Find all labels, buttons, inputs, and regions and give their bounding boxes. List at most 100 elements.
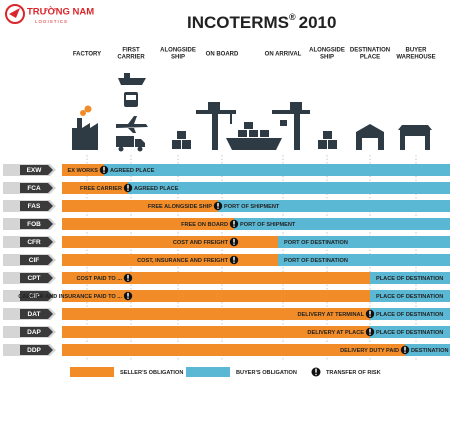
code-box xyxy=(20,201,53,211)
code: EXW xyxy=(27,167,43,174)
risk-mark xyxy=(233,261,235,263)
seller-segment xyxy=(62,236,278,248)
crane-icon xyxy=(196,110,236,150)
risk-mark xyxy=(103,166,105,171)
ship-icon xyxy=(124,73,130,78)
column-header: ALONGSIDE xyxy=(160,48,196,54)
wheel xyxy=(137,146,143,152)
risk-mark xyxy=(127,292,129,297)
code-box xyxy=(20,219,53,229)
code-box xyxy=(20,165,53,175)
buyer-text: PORT OF DESTINATION xyxy=(284,240,348,246)
seller-text: EX WORKS xyxy=(68,168,99,174)
seller-text: FREE ALONGSIDE SHIP xyxy=(148,204,212,210)
warehouse-door xyxy=(362,138,378,150)
legend-swatch-seller xyxy=(70,367,114,377)
column-header: DESTINATION xyxy=(350,48,390,54)
crane-icon xyxy=(208,102,220,110)
code: CPT xyxy=(28,275,41,282)
legend-risk: TRANSFER OF RISK xyxy=(326,370,381,376)
column-header: FIRST xyxy=(122,48,140,54)
seller-text: FREE CARRIER xyxy=(80,186,122,192)
factory-icon xyxy=(72,118,98,150)
seller-text: DELIVERY AT PLACE xyxy=(307,330,364,336)
container xyxy=(244,122,253,129)
seller-text: COST, INSURANCE AND FREIGHT xyxy=(137,258,228,264)
truck-icon xyxy=(135,139,145,147)
column-header: ON ARRIVAL xyxy=(265,52,302,58)
truck-icon xyxy=(116,136,134,147)
legend: SELLER'S OBLIGATION BUYER'S OBLIGATION T… xyxy=(70,367,381,377)
train-window xyxy=(126,95,136,100)
risk-mark xyxy=(103,171,105,173)
code-box xyxy=(20,183,53,193)
buyer-text: AGREED PLACE xyxy=(110,168,155,174)
code-box xyxy=(20,237,53,247)
code: DDP xyxy=(27,347,41,354)
code-box xyxy=(20,309,53,319)
wheel xyxy=(118,146,124,152)
seller-segment xyxy=(62,164,104,176)
buyer-text: PORT OF SHIPMENT xyxy=(224,204,280,210)
incoterm-row: CPT COST PAID TO ... PLACE OF DESTINATION xyxy=(3,272,450,284)
legend-buyer: BUYER'S OBLIGATION xyxy=(236,370,297,376)
risk-mark xyxy=(233,220,235,225)
container xyxy=(280,120,287,126)
buyer-text: PLACE OF DESTINATION xyxy=(376,294,443,300)
code: FCA xyxy=(27,185,41,192)
seller-segment xyxy=(62,272,370,284)
code: DAT xyxy=(28,311,41,318)
column-header: PLACE xyxy=(360,55,380,61)
column-header: FACTORY xyxy=(73,52,101,58)
buyer-text: PLACE OF DESTINATION xyxy=(376,330,443,336)
column-header: SHIP xyxy=(320,55,334,61)
column-header: BUYER xyxy=(405,48,427,54)
risk-mark xyxy=(127,279,129,281)
buyer-text: DESTINATION xyxy=(411,348,449,354)
incoterm-row: CIF COST, INSURANCE AND FREIGHT PORT OF DE… xyxy=(3,254,450,266)
title-mark: ® xyxy=(289,12,296,22)
smoke xyxy=(80,110,86,116)
box-icon xyxy=(182,140,191,149)
risk-mark xyxy=(233,225,235,227)
risk-mark xyxy=(217,207,219,209)
logo-icon xyxy=(5,4,25,24)
rows: EXW EX WORKS AGREED PLACE FCA FREE CARRIER AG… xyxy=(3,164,450,356)
seller-text: DELIVERY AT TERMINAL xyxy=(297,312,364,318)
incoterm-row: DAT DELIVERY AT TERMINAL PLACE OF DESTINAT… xyxy=(3,308,450,320)
column-header: ALONGSIDE xyxy=(309,48,345,54)
risk-mark xyxy=(404,346,406,351)
code-box xyxy=(20,273,53,283)
code-box xyxy=(20,255,53,265)
plane-icon xyxy=(116,116,148,133)
buyer-text: PLACE OF DESTINATION xyxy=(376,276,443,282)
code: FOB xyxy=(27,221,41,228)
container xyxy=(249,130,258,137)
title-text: INCOTERMS xyxy=(187,13,289,32)
incoterm-row: CFR COST AND FREIGHT PORT OF DESTINATION xyxy=(3,236,450,248)
seller-text: FREE ON BOARD xyxy=(181,222,228,228)
buyer-segment xyxy=(62,164,450,176)
title: INCOTERMS® 2010 xyxy=(187,12,336,32)
incoterm-row: DAP DELIVERY AT PLACE PLACE OF DESTINATION xyxy=(3,326,450,338)
column-header: WAREHOUSE xyxy=(396,55,435,61)
incoterm-row: EXW EX WORKS AGREED PLACE xyxy=(3,164,450,176)
icons xyxy=(72,73,432,152)
incoterm-row: FCA FREE CARRIER AGREED PLACE xyxy=(3,182,450,194)
risk-mark xyxy=(233,243,235,245)
risk-mark xyxy=(127,184,129,189)
incoterm-row: DDP DELIVERY DUTY PAID DESTINATION xyxy=(3,344,450,356)
buyer-text: PORT OF SHIPMENT xyxy=(240,222,296,228)
seller-segment xyxy=(62,254,278,266)
risk-mark xyxy=(404,351,406,353)
column-header: CARRIER xyxy=(117,55,145,61)
seller-segment xyxy=(62,200,218,212)
code-box xyxy=(20,327,53,337)
seller-text: COST PAID TO ... xyxy=(77,276,123,282)
seller-segment xyxy=(62,308,370,320)
box-icon xyxy=(328,140,337,149)
code: CIF xyxy=(29,257,40,264)
risk-mark xyxy=(127,297,129,299)
logo: TRƯỜNG NAM LOGISTICS xyxy=(5,4,94,24)
